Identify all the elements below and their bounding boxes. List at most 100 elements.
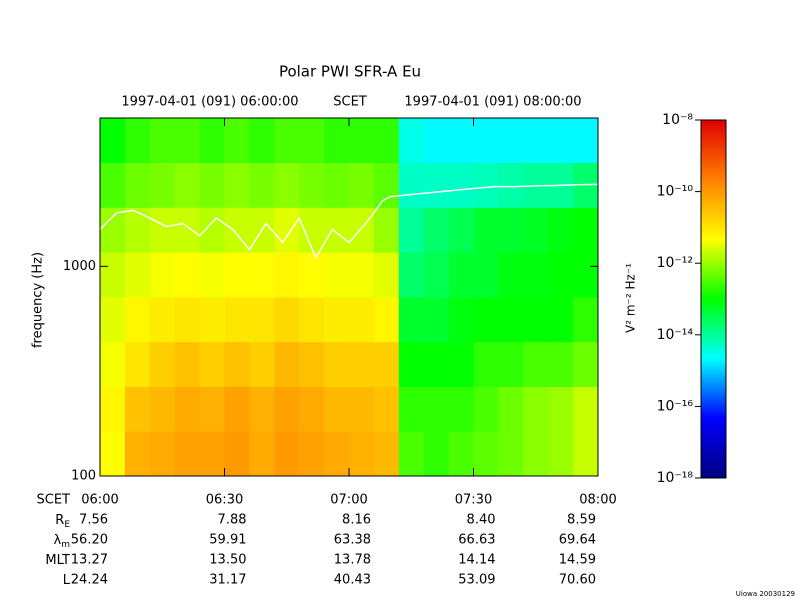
- heatmap-cell: [174, 431, 201, 477]
- ephemeris-label: MLT: [45, 553, 70, 568]
- heatmap-cell: [548, 118, 574, 164]
- heatmap-cell: [324, 252, 350, 298]
- heatmap-cell: [523, 431, 549, 477]
- heatmap-cell: [398, 162, 425, 208]
- heatmap-cell: [473, 252, 499, 298]
- x-tick-label: 07:30: [455, 493, 492, 508]
- heatmap-cell: [224, 118, 250, 164]
- heatmap-cell: [523, 252, 549, 298]
- heatmap-cell: [249, 162, 275, 208]
- colorbar-tick-label: 10⁻¹⁸: [657, 470, 694, 486]
- heatmap-cell: [274, 341, 300, 387]
- x-tick-label: 08:00: [579, 493, 616, 508]
- heatmap-cell: [573, 252, 599, 298]
- heatmap-cell: [548, 431, 574, 477]
- heatmap-cell: [174, 252, 201, 298]
- heatmap-cell: [398, 296, 425, 343]
- heatmap-cell: [274, 431, 300, 477]
- ephemeris-label: SCET: [37, 493, 71, 508]
- heatmap-cell: [199, 162, 225, 208]
- chart-title: Polar PWI SFR-A Eu: [279, 63, 421, 81]
- heatmap-cell: [423, 386, 450, 432]
- heatmap-cell: [299, 162, 325, 208]
- heatmap-cell: [398, 118, 425, 164]
- ephemeris-value: 14.59: [559, 553, 596, 568]
- heatmap-cell: [448, 207, 474, 253]
- colorbar-tick-label: 10⁻¹²: [657, 255, 693, 271]
- heatmap-cell: [373, 341, 400, 387]
- heatmap-cell: [149, 431, 176, 477]
- heatmap-cell: [274, 386, 300, 432]
- footer: Uiowa 20030129: [736, 590, 795, 598]
- heatmap-cell: [498, 431, 524, 477]
- heatmap-cell: [349, 252, 375, 298]
- ephemeris-label: RE: [55, 513, 70, 530]
- top-label: 1997-04-01 (091) 08:00:00: [404, 95, 581, 110]
- heatmap-cell: [473, 162, 499, 208]
- heatmap-cell: [100, 296, 126, 343]
- heatmap-cell: [448, 341, 474, 387]
- heatmap-cell: [199, 296, 225, 343]
- heatmap-cell: [199, 431, 225, 477]
- heatmap-cell: [249, 296, 275, 343]
- heatmap-cell: [448, 431, 474, 477]
- heatmap-cell: [498, 341, 524, 387]
- y-axis-label: frequency (Hz): [31, 252, 46, 348]
- heatmap-cell: [573, 207, 599, 253]
- heatmap-cell: [398, 207, 425, 253]
- heatmap-cell: [448, 296, 474, 343]
- heatmap-cell: [349, 118, 375, 164]
- heatmap-cell: [349, 431, 375, 477]
- heatmap-cell: [548, 296, 574, 343]
- heatmap-cell: [398, 252, 425, 298]
- heatmap-cell: [100, 341, 126, 387]
- heatmap-cell: [324, 296, 350, 343]
- heatmap-cell: [149, 341, 176, 387]
- colorbar-tick-label: 10⁻¹⁶: [657, 398, 694, 414]
- heatmap-cell: [498, 386, 524, 432]
- ephemeris-value: 31.17: [209, 573, 246, 588]
- heatmap-cell: [149, 207, 176, 253]
- heatmap-cell: [498, 296, 524, 343]
- ephemeris-value: 13.50: [209, 553, 246, 568]
- heatmap-cell: [423, 118, 450, 164]
- heatmap-cell: [124, 386, 151, 432]
- heatmap-cell: [473, 118, 499, 164]
- heatmap-cell: [149, 118, 176, 164]
- trace-line: [99, 183, 599, 260]
- heatmap-cell: [124, 341, 151, 387]
- ephemeris-value: 66.63: [458, 533, 495, 548]
- heatmap-cell: [373, 431, 400, 477]
- heatmap-cell: [124, 296, 151, 343]
- heatmap-cell: [373, 118, 400, 164]
- heatmap-cell: [523, 296, 549, 343]
- heatmap-cell: [149, 386, 176, 432]
- heatmap-cell: [349, 207, 375, 253]
- ephemeris-value: 8.16: [342, 513, 371, 528]
- heatmap-cell: [373, 386, 400, 432]
- heatmap-cell: [523, 386, 549, 432]
- heatmap-cell: [224, 386, 250, 432]
- ephemeris-label-sub: m: [61, 540, 70, 550]
- heatmap-cell: [448, 252, 474, 298]
- ephemeris-value: 8.59: [567, 513, 596, 528]
- heatmap-cell: [274, 296, 300, 343]
- x-tick-label: 06:30: [206, 493, 243, 508]
- heatmap-cell: [100, 207, 126, 253]
- heatmap-cell: [224, 162, 250, 208]
- ephemeris-label-main: L: [63, 573, 71, 588]
- heatmap-cell: [548, 341, 574, 387]
- heatmap-cell: [398, 341, 425, 387]
- heatmap-cell: [199, 207, 225, 253]
- heatmap-cell: [100, 252, 126, 298]
- heatmap-cell: [349, 386, 375, 432]
- ephemeris-label: λm: [54, 533, 70, 550]
- heatmap-cell: [498, 118, 524, 164]
- ephemeris-value: 56.20: [71, 533, 108, 548]
- ephemeris-value: 13.27: [71, 553, 108, 568]
- heatmap-cell: [174, 207, 201, 253]
- heatmap-cell: [224, 296, 250, 343]
- x-tick-label: 06:00: [81, 493, 118, 508]
- ephemeris-value: 69.64: [559, 533, 596, 548]
